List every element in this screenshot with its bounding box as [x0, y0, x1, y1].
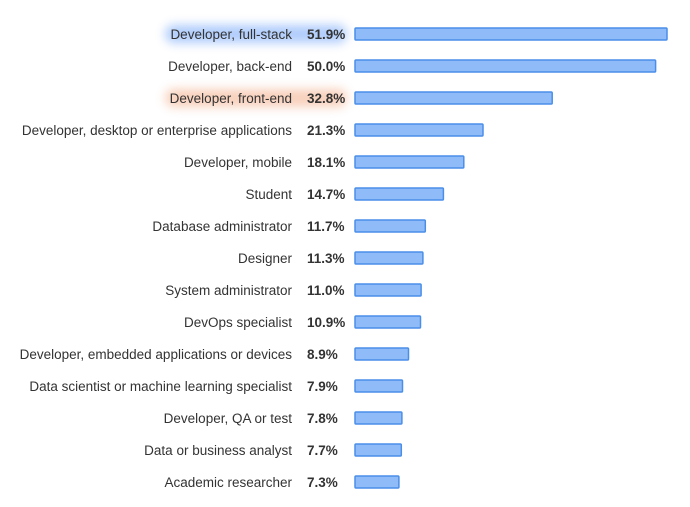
bar — [354, 155, 465, 169]
bar-row: Developer, front-end 32.8% — [170, 91, 553, 106]
row-highlight — [165, 89, 347, 107]
bar-row: Designer 11.3% — [238, 251, 424, 266]
bar-row: DevOps specialist 10.9% — [184, 315, 422, 330]
chart-rows: Developer, full-stack 51.9% Developer, bac… — [20, 27, 668, 490]
bar — [354, 411, 403, 425]
value-label: 18.1% — [307, 155, 345, 170]
value-label: 32.8% — [307, 91, 345, 106]
bar — [354, 27, 668, 41]
bar — [354, 283, 422, 297]
category-label: Database administrator — [152, 219, 292, 234]
value-label: 11.0% — [307, 283, 345, 298]
category-label: Developer, QA or test — [164, 411, 293, 426]
category-label: Data or business analyst — [144, 443, 292, 458]
category-label: Data scientist or machine learning speci… — [29, 379, 292, 394]
bar-row: Developer, desktop or enterprise applica… — [22, 123, 484, 138]
category-label: DevOps specialist — [184, 315, 292, 330]
category-label: Developer, embedded applications or devi… — [20, 347, 293, 362]
bar — [354, 251, 424, 265]
bar-row: Developer, QA or test 7.8% — [164, 411, 403, 426]
bar-row: Developer, mobile 18.1% — [184, 155, 465, 170]
bar — [354, 219, 427, 233]
category-label: System administrator — [165, 283, 292, 298]
bar — [354, 475, 400, 489]
bar-row: Data scientist or machine learning speci… — [29, 379, 404, 394]
category-label: Developer, front-end — [170, 91, 292, 106]
category-label: Designer — [238, 251, 293, 266]
category-label: Developer, mobile — [184, 155, 292, 170]
bar-row: Academic researcher 7.3% — [164, 475, 400, 490]
bar — [354, 59, 657, 73]
highlight-layer — [165, 25, 347, 107]
category-label: Student — [245, 187, 292, 202]
value-label: 11.3% — [307, 251, 345, 266]
bar-row: Data or business analyst 7.7% — [144, 443, 403, 458]
value-label: 7.8% — [307, 411, 338, 426]
row-highlight — [165, 25, 347, 43]
category-label: Developer, desktop or enterprise applica… — [22, 123, 292, 138]
bar-row: Database administrator 11.7% — [152, 219, 427, 234]
value-label: 11.7% — [307, 219, 345, 234]
value-label: 50.0% — [307, 59, 345, 74]
bar — [354, 187, 445, 201]
bar-row: Developer, full-stack 51.9% — [170, 27, 668, 42]
value-label: 7.7% — [307, 443, 338, 458]
category-label: Developer, full-stack — [170, 27, 292, 42]
value-label: 8.9% — [307, 347, 338, 362]
bar — [354, 123, 484, 137]
value-label: 10.9% — [307, 315, 345, 330]
bar-row: Developer, embedded applications or devi… — [20, 347, 410, 362]
bar — [354, 347, 410, 361]
bar-row: Student 14.7% — [245, 187, 445, 202]
value-label: 21.3% — [307, 123, 345, 138]
category-label: Developer, back-end — [168, 59, 292, 74]
value-label: 51.9% — [307, 27, 345, 42]
bar — [354, 315, 422, 329]
bar — [354, 443, 403, 457]
category-label: Academic researcher — [164, 475, 292, 490]
value-label: 7.9% — [307, 379, 338, 394]
bar — [354, 379, 404, 393]
value-label: 7.3% — [307, 475, 338, 490]
bar-row: System administrator 11.0% — [165, 283, 422, 298]
bar-row: Developer, back-end 50.0% — [168, 59, 657, 74]
bar — [354, 91, 553, 105]
value-label: 14.7% — [307, 187, 345, 202]
